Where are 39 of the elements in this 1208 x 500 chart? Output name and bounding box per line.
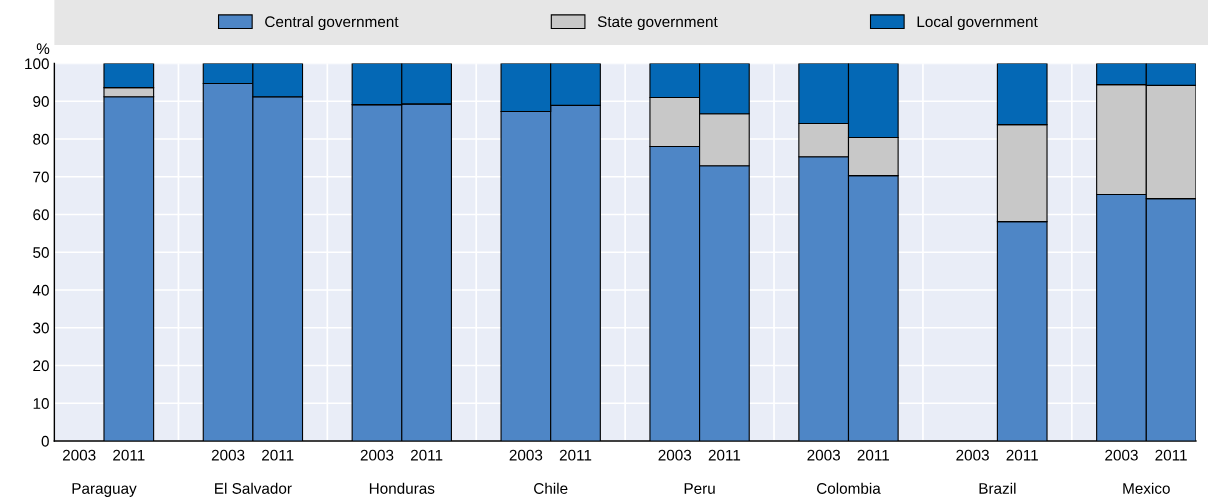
x-tick-label: 2011 — [1006, 449, 1038, 461]
x-tick-label: 2011 — [857, 449, 889, 461]
y-tick-label: 10 — [33, 398, 49, 409]
text: Brazil — [979, 482, 1016, 494]
legend-label: Central government — [265, 15, 399, 31]
x-tick-label: 2003 — [62, 449, 96, 461]
text: Chile — [534, 482, 568, 494]
y-tick-label: 0 — [41, 435, 49, 447]
text: Paraguay — [72, 483, 137, 497]
y-tick-label: 40 — [32, 284, 49, 296]
y-tick-label: 100 — [25, 58, 49, 70]
x-tick-label: 2011 — [113, 449, 145, 461]
y-tick-label: 60 — [33, 209, 49, 221]
x-tick-label: 2003 — [956, 449, 989, 461]
y-tick-label: 30 — [33, 322, 49, 334]
x-tick-label: 2011 — [262, 449, 294, 461]
x-tick-label: 2011 — [708, 449, 741, 461]
x-tick-label: 2011 — [559, 449, 592, 461]
text: Honduras — [369, 482, 435, 494]
x-tick-label: 2003 — [509, 449, 543, 461]
x-tick-label: 2003 — [1105, 449, 1138, 461]
y-tick-label: 70 — [33, 171, 49, 183]
text: El Salvador — [215, 482, 292, 494]
y-tick-label: 90 — [33, 96, 49, 107]
x-tick-label: 2003 — [211, 449, 245, 461]
y-tick-label: 20 — [33, 360, 49, 372]
legend-label: State government — [597, 16, 718, 31]
y-tick-label: 50 — [33, 247, 49, 258]
x-tick-label: 2003 — [807, 449, 840, 461]
y-tick-label: 80 — [33, 133, 49, 145]
y-axis-title: % — [36, 43, 50, 55]
x-tick-label: 2003 — [658, 449, 692, 461]
text: Peru — [684, 483, 715, 494]
legend-label: Local government — [917, 15, 1038, 31]
text: Mexico — [1123, 482, 1170, 494]
x-tick-label: 2011 — [410, 449, 443, 461]
text: Colombia — [817, 482, 881, 494]
x-tick-label: 2003 — [360, 449, 394, 461]
x-tick-label: 2011 — [1155, 449, 1187, 461]
